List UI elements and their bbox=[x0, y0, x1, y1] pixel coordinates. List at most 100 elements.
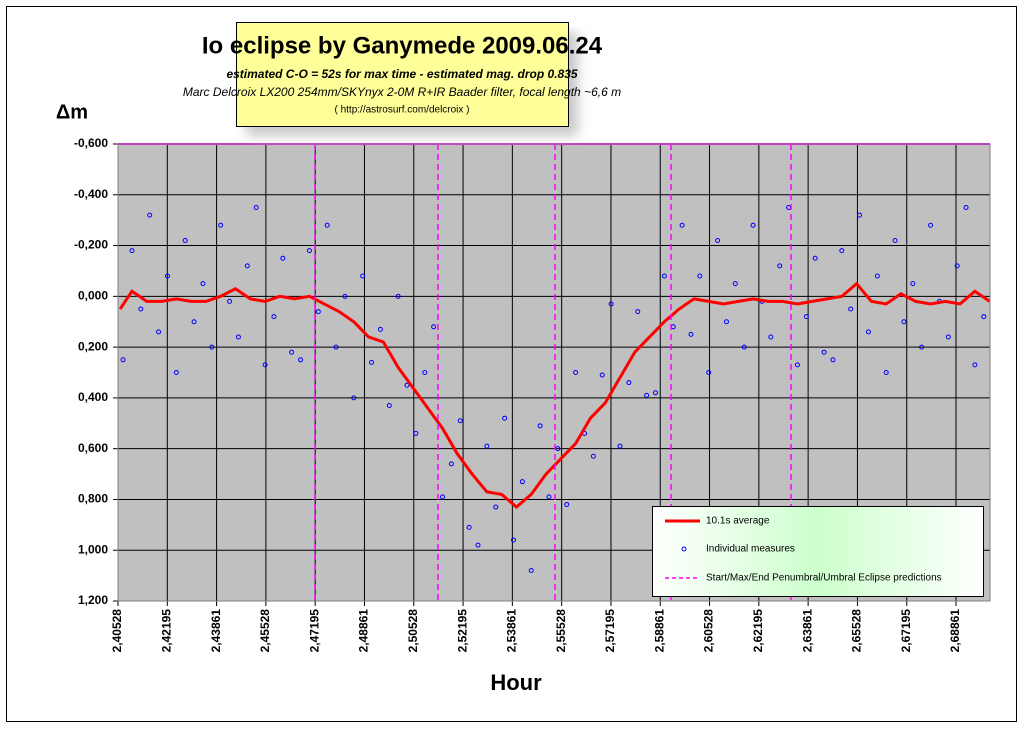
x-tick-label: 2,55528 bbox=[554, 609, 568, 653]
measure-point bbox=[484, 443, 490, 449]
y-tick-label: 0,000 bbox=[78, 289, 108, 303]
measure-point bbox=[794, 362, 800, 368]
measure-point bbox=[235, 334, 241, 340]
measure-point bbox=[901, 319, 907, 325]
x-axis-label: Hour bbox=[490, 670, 542, 695]
measure-point bbox=[857, 212, 863, 218]
measure-point bbox=[138, 306, 144, 312]
measure-point bbox=[617, 443, 623, 449]
measure-point bbox=[475, 542, 481, 548]
measure-point bbox=[262, 362, 268, 368]
subtitle: estimated C-O = 52s for max time - estim… bbox=[226, 67, 577, 81]
measure-point bbox=[404, 382, 410, 388]
measure-point bbox=[732, 281, 738, 287]
measure-point bbox=[413, 430, 419, 436]
x-tick-label: 2,65528 bbox=[850, 609, 864, 653]
y-tick-label: 0,400 bbox=[78, 390, 108, 404]
measure-point bbox=[324, 222, 330, 228]
measure-point bbox=[218, 222, 224, 228]
measure-point bbox=[928, 222, 934, 228]
measure-point bbox=[777, 263, 783, 269]
measure-point bbox=[644, 392, 650, 398]
measure-point bbox=[555, 446, 561, 452]
measure-point bbox=[448, 461, 454, 467]
y-tick-label: 0,800 bbox=[78, 492, 108, 506]
y-tick-label: 1,200 bbox=[78, 593, 108, 607]
y-tick-label: -0,200 bbox=[74, 238, 108, 252]
measure-point bbox=[972, 362, 978, 368]
y-tick-label: -0,400 bbox=[74, 187, 108, 201]
measure-point bbox=[848, 306, 854, 312]
measure-point bbox=[466, 524, 472, 530]
measure-point bbox=[227, 298, 233, 304]
measure-point bbox=[981, 314, 987, 320]
y-axis-label: Δm bbox=[56, 101, 88, 123]
measure-point bbox=[635, 309, 641, 315]
measure-point bbox=[120, 357, 126, 363]
subtitle: Marc Delcroix LX200 254mm/SKYnyx 2-0M R+… bbox=[183, 85, 621, 99]
measure-point bbox=[573, 370, 579, 375]
measure-point bbox=[883, 370, 889, 375]
y-tick-label: 1,000 bbox=[78, 542, 108, 556]
measure-point bbox=[892, 237, 898, 243]
measure-point bbox=[271, 314, 277, 320]
measure-point bbox=[422, 370, 428, 375]
measure-point bbox=[812, 255, 818, 261]
x-tick-label: 2,68861 bbox=[948, 609, 962, 653]
measure-point bbox=[377, 326, 383, 332]
measure-point bbox=[528, 568, 534, 574]
measure-point bbox=[502, 415, 508, 421]
measure-point bbox=[945, 334, 951, 340]
x-tick-label: 2,58861 bbox=[652, 609, 666, 653]
measure-point bbox=[741, 344, 747, 350]
measure-point bbox=[147, 212, 153, 218]
legend-label: Individual measures bbox=[706, 544, 795, 555]
subtitle: ( http://astrosurf.com/delcroix ) bbox=[334, 105, 469, 116]
average-line bbox=[118, 281, 991, 510]
measure-point bbox=[315, 309, 321, 315]
x-tick-label: 2,47195 bbox=[307, 609, 321, 653]
x-tick-label: 2,60528 bbox=[702, 609, 716, 653]
measure-point bbox=[954, 263, 960, 269]
legend-swatch bbox=[681, 546, 687, 552]
title-box bbox=[236, 22, 569, 127]
x-tick-label: 2,53861 bbox=[505, 609, 519, 653]
measure-point bbox=[697, 273, 703, 279]
x-tick-label: 2,67195 bbox=[899, 609, 913, 653]
measure-point bbox=[519, 479, 525, 485]
measure-point bbox=[839, 248, 845, 254]
measure-point bbox=[306, 248, 312, 254]
measure-point bbox=[830, 357, 836, 363]
x-tick-label: 2,62195 bbox=[751, 609, 765, 653]
measure-point bbox=[164, 273, 170, 279]
measure-point bbox=[590, 453, 596, 459]
legend-label: 10.1s average bbox=[706, 516, 770, 527]
measure-point bbox=[493, 504, 499, 510]
measure-point bbox=[821, 349, 827, 355]
measure-point bbox=[351, 395, 357, 401]
measure-point bbox=[608, 301, 614, 307]
measure-point bbox=[723, 319, 729, 325]
measure-point bbox=[688, 331, 694, 337]
measure-point bbox=[803, 314, 809, 320]
measure-point bbox=[200, 281, 206, 287]
measure-point bbox=[626, 380, 632, 386]
measure-point bbox=[386, 403, 392, 409]
measure-point bbox=[865, 329, 871, 335]
measure-point bbox=[661, 273, 667, 279]
x-tick-label: 2,43861 bbox=[209, 609, 223, 653]
measure-point bbox=[333, 344, 339, 350]
x-tick-label: 2,45528 bbox=[258, 609, 272, 653]
measure-point bbox=[431, 324, 437, 330]
measure-point bbox=[280, 255, 286, 261]
measure-point bbox=[289, 349, 295, 355]
measure-point bbox=[874, 273, 880, 279]
measure-point bbox=[564, 502, 570, 508]
measure-point bbox=[191, 319, 197, 325]
measure-point bbox=[679, 222, 685, 228]
legend-box bbox=[652, 506, 984, 597]
x-tick-label: 2,52195 bbox=[455, 609, 469, 653]
x-tick-label: 2,48861 bbox=[357, 609, 371, 653]
measure-point bbox=[511, 537, 517, 543]
